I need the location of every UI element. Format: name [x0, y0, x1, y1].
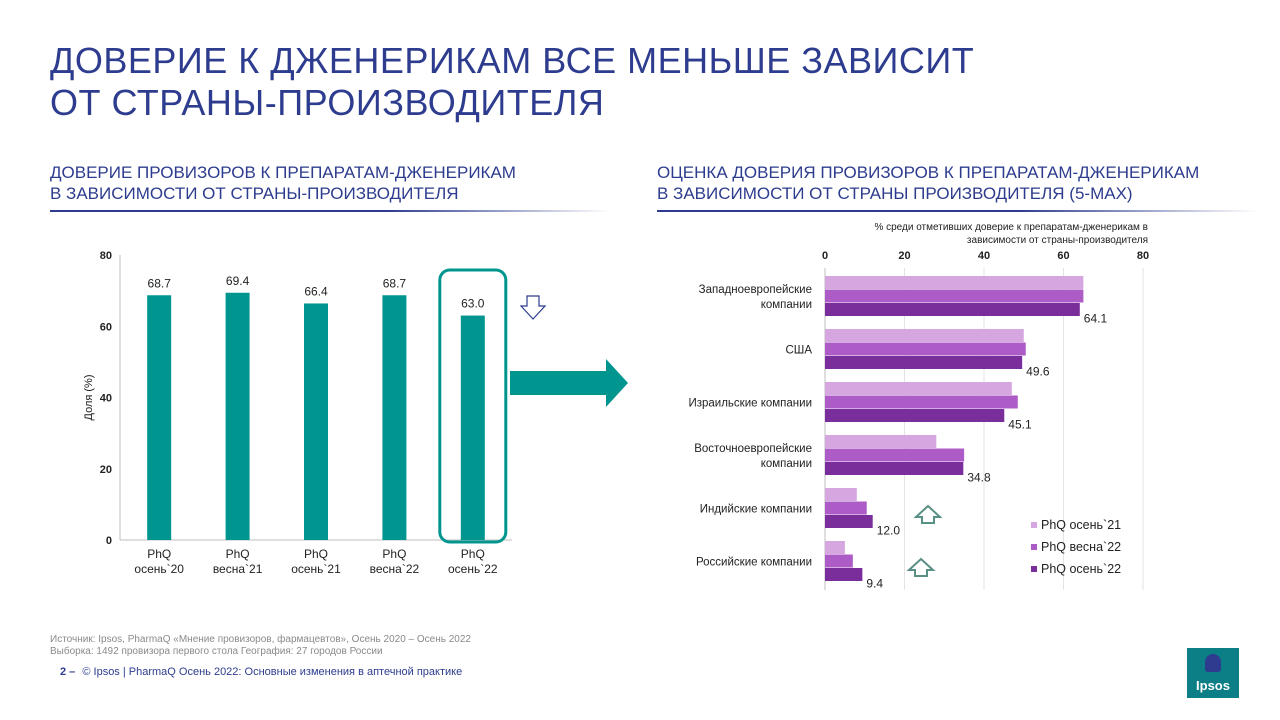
footer-copyright: © Ipsos | PharmaQ Осень 2022: Основные и… [82, 666, 463, 678]
bar [460, 315, 485, 540]
category-label: Индийские компании [700, 503, 812, 515]
bar [825, 448, 965, 462]
right-chart-subtitle: ОЦЕНКА ДОВЕРИЯ ПРОВИЗОРОВ К ПРЕПАРАТАМ-Д… [657, 162, 1199, 204]
y-tick-label: 0 [106, 535, 112, 547]
bar [825, 462, 964, 475]
x-tick-label: 40 [978, 250, 990, 262]
highlight-box [438, 268, 508, 544]
bar-value-label: 63.0 [461, 297, 485, 311]
x-tick-label: 0 [822, 250, 828, 262]
x-tick-label: PhQ [382, 547, 406, 561]
legend-label: PhQ осень`21 [1041, 518, 1121, 532]
x-tick-label: PhQ [226, 547, 250, 561]
bar [825, 488, 857, 501]
bar [382, 295, 407, 540]
x-tick-label: 20 [898, 250, 910, 262]
footer-source: Источник: Ipsos, PharmaQ «Мнение провизо… [50, 634, 471, 658]
bar [147, 295, 172, 540]
category-label: США [785, 344, 812, 356]
down-arrow-icon [519, 295, 547, 320]
y-tick-label: 20 [100, 464, 112, 476]
category-label: Израильские компании [688, 397, 812, 409]
legend-swatch [1031, 566, 1037, 572]
category-label: Западноевропейские [699, 284, 812, 296]
y-axis-label: Доля (%) [83, 375, 95, 421]
bar-value-label: 69.4 [226, 274, 250, 288]
bar [825, 382, 1012, 395]
bar [825, 541, 845, 554]
y-tick-label: 60 [100, 321, 112, 333]
up-arrow-icon [906, 557, 936, 577]
x-tick-label: осень`21 [291, 562, 341, 576]
right-subtitle-line-1: ОЦЕНКА ДОВЕРИЯ ПРОВИЗОРОВ К ПРЕПАРАТАМ-Д… [657, 163, 1200, 182]
category-label: компании [761, 299, 812, 311]
x-tick-label: 80 [1137, 250, 1149, 262]
x-tick-label: PhQ [147, 547, 171, 561]
bar-value-label: 64.1 [1084, 312, 1108, 326]
bar [825, 395, 1018, 409]
footer-source-line: Источник: Ipsos, PharmaQ «Мнение провизо… [50, 634, 471, 645]
bar [825, 289, 1084, 303]
bar [304, 303, 328, 540]
left-subtitle-line-2: В ЗАВИСИМОСТИ ОТ СТРАНЫ-ПРОИЗВОДИТЕЛЯ [50, 184, 459, 203]
legend-swatch [1031, 544, 1037, 550]
category-label: Российские компании [696, 556, 812, 568]
bar [825, 342, 1026, 356]
x-tick-label: PhQ [304, 547, 328, 561]
page-number: 2 – [60, 666, 76, 678]
bar-value-label: 49.6 [1026, 365, 1050, 379]
category-label: компании [761, 458, 812, 470]
x-tick-label: осень`20 [134, 562, 184, 576]
bar [825, 329, 1024, 342]
bar [825, 276, 1084, 289]
x-tick-label: весна`21 [213, 562, 263, 576]
x-axis-title: % среди отметивших доверие к препаратам-… [874, 222, 1148, 233]
bar [825, 435, 937, 448]
right-subtitle-underline [657, 210, 1257, 212]
ipsos-logo: Ipsos [1187, 648, 1239, 698]
bar-value-label: 45.1 [1008, 418, 1032, 432]
right-subtitle-line-2: В ЗАВИСИМОСТИ ОТ СТРАНЫ ПРОИЗВОДИТЕЛЯ (5… [657, 184, 1133, 203]
y-tick-label: 40 [100, 393, 112, 405]
bar [825, 501, 867, 515]
left-subtitle-line-1: ДОВЕРИЕ ПРОВИЗОРОВ К ПРЕПАРАТАМ-ДЖЕНЕРИК… [50, 163, 516, 182]
legend-label: PhQ осень`22 [1041, 562, 1121, 576]
bar-value-label: 68.7 [383, 276, 407, 290]
bar-value-label: 12.0 [877, 524, 901, 538]
right-arrow-icon [510, 359, 628, 407]
bar [825, 568, 863, 581]
logo-text: Ipsos [1196, 678, 1230, 693]
title-line-1: ДОВЕРИЕ К ДЖЕНЕРИКАМ ВСЕ МЕНЬШЕ ЗАВИСИТ [50, 40, 975, 81]
bar [825, 409, 1005, 422]
bar [825, 515, 873, 528]
x-tick-label: осень`22 [448, 562, 498, 576]
left-chart-subtitle: ДОВЕРИЕ ПРОВИЗОРОВ К ПРЕПАРАТАМ-ДЖЕНЕРИК… [50, 162, 516, 204]
title-line-2: ОТ СТРАНЫ-ПРОИЗВОДИТЕЛЯ [50, 82, 605, 123]
bar [225, 292, 250, 540]
page-title: ДОВЕРИЕ К ДЖЕНЕРИКАМ ВСЕ МЕНЬШЕ ЗАВИСИТ … [50, 40, 1150, 124]
left-subtitle-underline [50, 210, 610, 212]
bar-value-label: 66.4 [304, 284, 328, 298]
bar [825, 356, 1023, 369]
bar [825, 303, 1080, 316]
up-arrow-icon [913, 504, 943, 524]
footer: 2 – © Ipsos | PharmaQ Осень 2022: Основн… [60, 666, 462, 678]
x-tick-label: 60 [1057, 250, 1069, 262]
bar-value-label: 9.4 [866, 577, 883, 591]
bar-value-label: 34.8 [967, 471, 991, 485]
bar-value-label: 68.7 [148, 276, 172, 290]
bar [825, 554, 853, 568]
legend-swatch [1031, 522, 1037, 528]
category-label: Восточноевропейские [694, 443, 812, 455]
x-axis-title: зависимости от страны-производителя [967, 235, 1148, 246]
legend-label: PhQ весна`22 [1041, 540, 1121, 554]
x-tick-label: PhQ [461, 547, 485, 561]
footer-sample-line: Выборка: 1492 провизора первого стола Ге… [50, 646, 383, 657]
x-tick-label: весна`22 [370, 562, 420, 576]
y-tick-label: 80 [100, 250, 112, 262]
logo-mark-icon [1205, 654, 1221, 672]
